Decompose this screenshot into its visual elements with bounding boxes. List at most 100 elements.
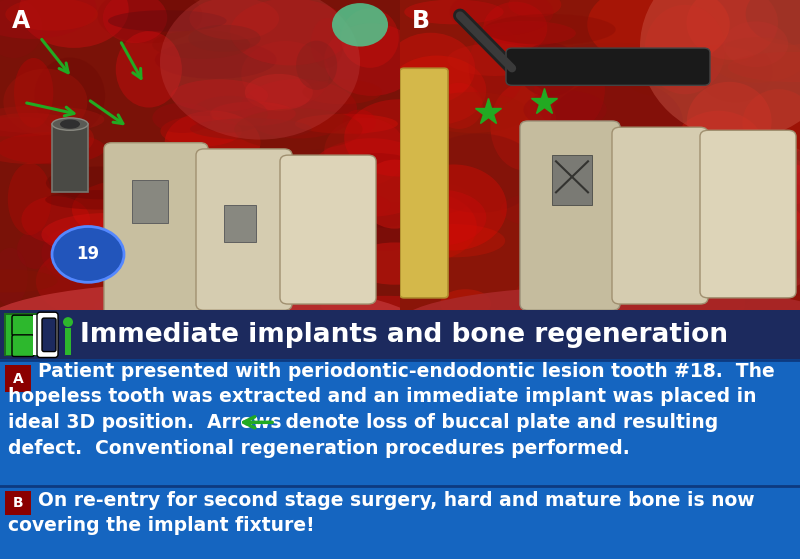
Text: ideal 3D position.  Arrows: ideal 3D position. Arrows [8, 413, 288, 432]
Ellipse shape [234, 108, 362, 150]
Ellipse shape [188, 25, 261, 52]
Ellipse shape [42, 213, 170, 256]
Ellipse shape [512, 296, 664, 321]
Ellipse shape [94, 295, 217, 319]
Bar [132, 180, 168, 224]
Ellipse shape [0, 269, 58, 292]
Ellipse shape [653, 146, 740, 212]
Ellipse shape [34, 58, 105, 134]
Ellipse shape [3, 69, 87, 135]
Bar [552, 155, 592, 205]
Ellipse shape [334, 188, 377, 215]
Ellipse shape [200, 191, 328, 255]
Ellipse shape [171, 257, 231, 331]
Text: B: B [13, 496, 23, 510]
Ellipse shape [296, 41, 337, 90]
Text: A: A [13, 372, 23, 386]
Ellipse shape [374, 79, 433, 124]
Ellipse shape [152, 30, 250, 59]
Ellipse shape [587, 0, 730, 68]
Ellipse shape [620, 154, 738, 211]
Ellipse shape [322, 193, 390, 217]
FancyBboxPatch shape [12, 315, 34, 336]
Text: hopeless tooth was extracted and an immediate implant was placed in: hopeless tooth was extracted and an imme… [8, 387, 757, 406]
FancyBboxPatch shape [612, 127, 708, 304]
Text: covering the implant fixture!: covering the implant fixture! [8, 517, 314, 536]
Ellipse shape [14, 58, 54, 127]
Ellipse shape [729, 200, 800, 253]
Ellipse shape [0, 0, 42, 58]
Ellipse shape [108, 10, 226, 31]
Ellipse shape [381, 193, 477, 261]
Ellipse shape [72, 180, 177, 239]
Ellipse shape [311, 18, 343, 68]
Ellipse shape [0, 132, 106, 164]
Ellipse shape [714, 153, 800, 181]
Ellipse shape [307, 138, 436, 216]
Ellipse shape [343, 110, 376, 135]
Ellipse shape [36, 244, 158, 319]
Ellipse shape [706, 277, 800, 318]
Ellipse shape [518, 42, 581, 97]
Ellipse shape [401, 224, 505, 257]
Ellipse shape [6, 0, 98, 31]
FancyBboxPatch shape [196, 149, 292, 310]
Ellipse shape [171, 211, 262, 231]
Ellipse shape [96, 258, 206, 311]
Ellipse shape [341, 8, 398, 68]
Ellipse shape [360, 160, 429, 229]
Ellipse shape [418, 134, 539, 213]
Ellipse shape [690, 258, 772, 296]
Bar [4, 313, 58, 357]
Ellipse shape [618, 160, 709, 231]
Ellipse shape [673, 111, 764, 186]
Ellipse shape [126, 158, 220, 216]
Ellipse shape [160, 0, 360, 140]
Ellipse shape [387, 55, 486, 125]
Ellipse shape [158, 170, 217, 193]
Ellipse shape [52, 118, 88, 130]
Ellipse shape [469, 27, 525, 106]
Ellipse shape [0, 282, 420, 369]
Ellipse shape [713, 160, 800, 222]
Ellipse shape [550, 79, 683, 165]
Ellipse shape [245, 74, 313, 111]
Ellipse shape [501, 193, 574, 226]
Ellipse shape [42, 228, 104, 279]
Ellipse shape [758, 163, 800, 206]
FancyBboxPatch shape [700, 130, 796, 298]
Ellipse shape [60, 120, 80, 129]
FancyBboxPatch shape [104, 143, 208, 316]
Ellipse shape [324, 117, 406, 186]
Ellipse shape [681, 176, 800, 241]
Bar [6, 315, 14, 354]
Ellipse shape [564, 198, 604, 252]
Bar [33, 315, 40, 354]
Ellipse shape [19, 0, 129, 48]
Ellipse shape [711, 37, 800, 83]
Ellipse shape [664, 238, 726, 283]
Ellipse shape [302, 79, 382, 105]
Ellipse shape [116, 31, 182, 107]
Text: On re-entry for second stage surgery, hard and mature bone is now: On re-entry for second stage surgery, ha… [38, 491, 754, 510]
Ellipse shape [304, 192, 348, 254]
Ellipse shape [240, 79, 357, 139]
Text: denote loss of buccal plate and resulting: denote loss of buccal plate and resultin… [279, 413, 718, 432]
Ellipse shape [401, 164, 507, 250]
Ellipse shape [392, 190, 486, 246]
Ellipse shape [742, 89, 800, 157]
Ellipse shape [280, 215, 356, 238]
Ellipse shape [538, 43, 688, 83]
Ellipse shape [753, 215, 800, 247]
Ellipse shape [190, 0, 279, 40]
Ellipse shape [0, 106, 104, 133]
Ellipse shape [686, 0, 778, 60]
Bar [52, 124, 88, 192]
Ellipse shape [698, 41, 773, 102]
Ellipse shape [22, 196, 90, 243]
Ellipse shape [483, 2, 547, 54]
FancyBboxPatch shape [520, 121, 620, 310]
Ellipse shape [680, 140, 800, 295]
Ellipse shape [596, 184, 721, 243]
Ellipse shape [158, 296, 237, 318]
